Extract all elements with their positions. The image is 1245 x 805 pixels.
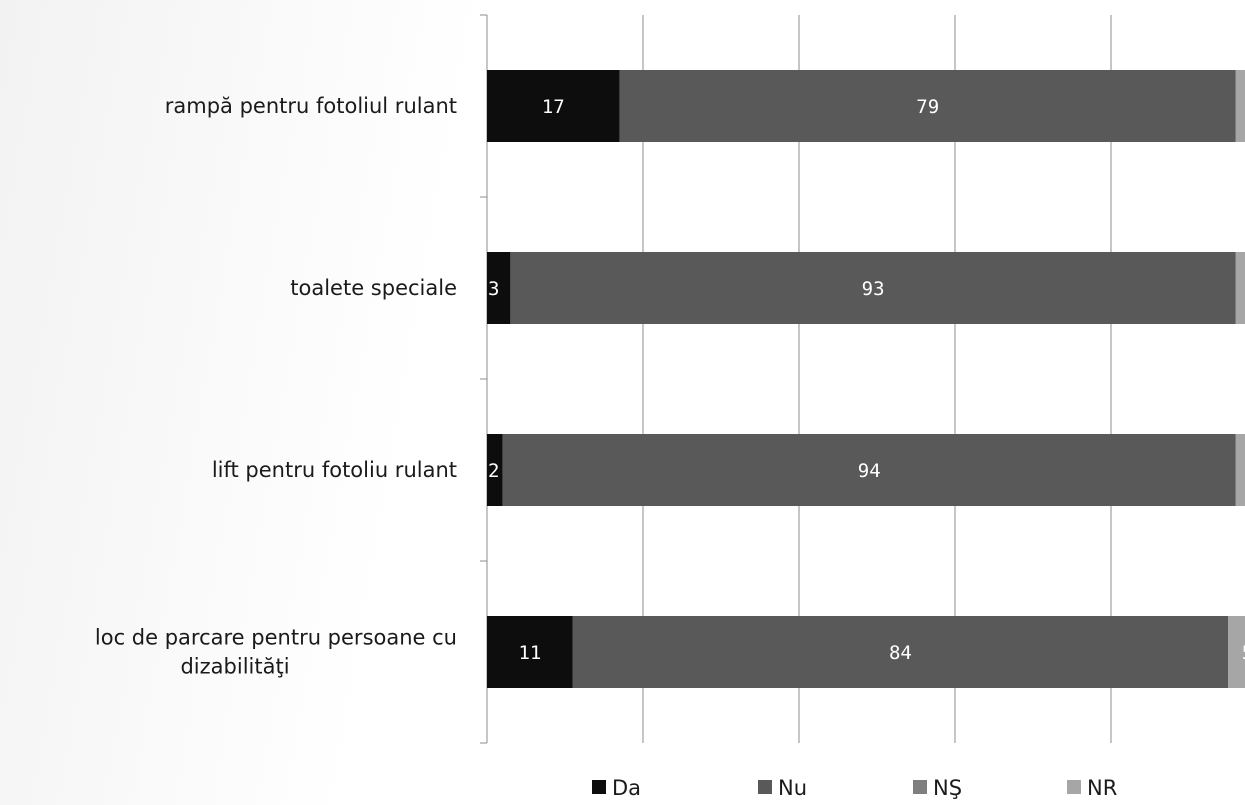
data-label: 93 [862, 278, 885, 300]
legend-label: Da [612, 776, 641, 800]
category-label: toalete speciale [290, 276, 457, 300]
data-label: 94 [858, 460, 881, 482]
bar-NR-1 [1235, 252, 1245, 324]
data-label: 3 [488, 278, 499, 300]
bar-NR-0 [1235, 70, 1245, 142]
legend-item-Nu: Nu [758, 776, 807, 800]
category-axis [480, 14, 488, 744]
bar-Nu-3 [572, 616, 1228, 688]
category-label: lift pentru fotoliu rulant [212, 458, 457, 482]
data-label: 17 [542, 96, 565, 118]
legend-swatch [592, 780, 606, 794]
bar-Nu-0 [619, 70, 1236, 142]
legend-item-NŞ: NŞ [913, 776, 962, 800]
legend-item-Da: Da [592, 776, 641, 800]
data-label: 11 [518, 642, 541, 664]
bar-Da-0 [487, 70, 620, 142]
legend: Da Nu NŞ NR [592, 776, 1117, 800]
category-labels: rampă pentru fotoliul rulant toalete spec… [95, 94, 457, 679]
bar-NR-2 [1235, 434, 1245, 506]
legend-label: NŞ [933, 776, 962, 800]
bars: 1779043930429404118405 [487, 70, 1245, 688]
legend-swatch [758, 780, 772, 794]
bar-NR-3 [1228, 616, 1245, 688]
data-label: 5 [1242, 642, 1245, 664]
data-label: 79 [916, 96, 939, 118]
bar-Da-2 [487, 434, 503, 506]
legend-label: Nu [778, 776, 807, 800]
bar-Da-3 [487, 616, 573, 688]
bar-Nu-2 [502, 434, 1236, 506]
legend-swatch [1067, 780, 1081, 794]
legend-item-NR: NR [1067, 776, 1117, 800]
bar-Da-1 [487, 252, 511, 324]
data-label: 2 [488, 460, 499, 482]
legend-swatch [913, 780, 927, 794]
legend-label: NR [1087, 776, 1117, 800]
bar-Nu-1 [510, 252, 1236, 324]
data-label: 84 [889, 642, 912, 664]
category-label: rampă pentru fotoliul rulant [165, 94, 457, 118]
category-label: loc de parcare pentru persoane cu dizabil… [95, 626, 457, 679]
